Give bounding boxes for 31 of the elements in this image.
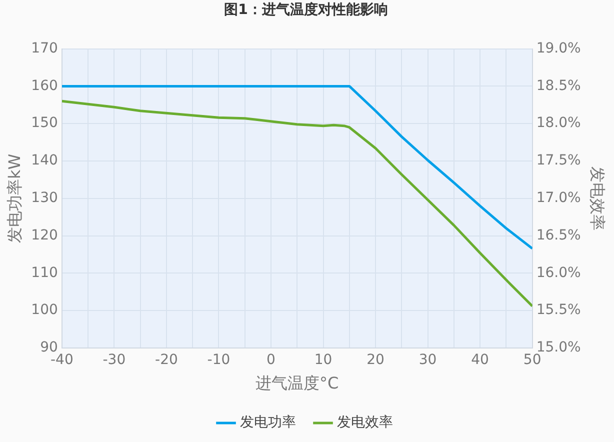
y2-tick-label: 18.5% [536,78,581,94]
y2-tick-label: 16.0% [536,264,581,281]
y2-axis-title: 发电效率 [588,166,608,230]
x-tick-label: 10 [314,352,332,368]
chart-title: 图1：进气温度对性能影响 [224,1,388,18]
x-tick-label: 30 [418,352,437,368]
x-tick-label: 50 [523,352,542,368]
x-tick-label: 40 [471,352,489,368]
legend-label: 发电功率 [240,414,296,431]
y-tick-label: 160 [31,78,58,94]
x-tick-label: -10 [207,352,230,368]
y2-tick-label: 18.0% [536,115,581,132]
x-axis-title: 进气温度°C [256,374,339,393]
y2-tick-label: 16.5% [536,227,581,244]
legend-label: 发电效率 [337,414,393,431]
y2-tick-label: 17.0% [536,190,581,206]
y2-tick-label: 19.0% [536,40,581,56]
y2-tick-label: 17.5% [536,152,581,169]
x-tick-label: -20 [155,352,178,368]
y-tick-label: 120 [31,227,58,244]
y-tick-label: 110 [31,264,58,281]
y-tick-label: 100 [31,302,58,318]
y-tick-label: 150 [31,115,58,132]
y-axis-title: 发电功率kW [4,154,24,243]
x-tick-label: 0 [266,352,276,368]
y-tick-label: 130 [31,190,58,206]
y2-tick-label: 15.5% [536,302,581,318]
y-tick-label: 170 [31,40,58,56]
y-tick-label: 140 [31,152,58,169]
x-tick-label: -30 [102,352,126,368]
x-tick-label: 20 [366,352,384,368]
